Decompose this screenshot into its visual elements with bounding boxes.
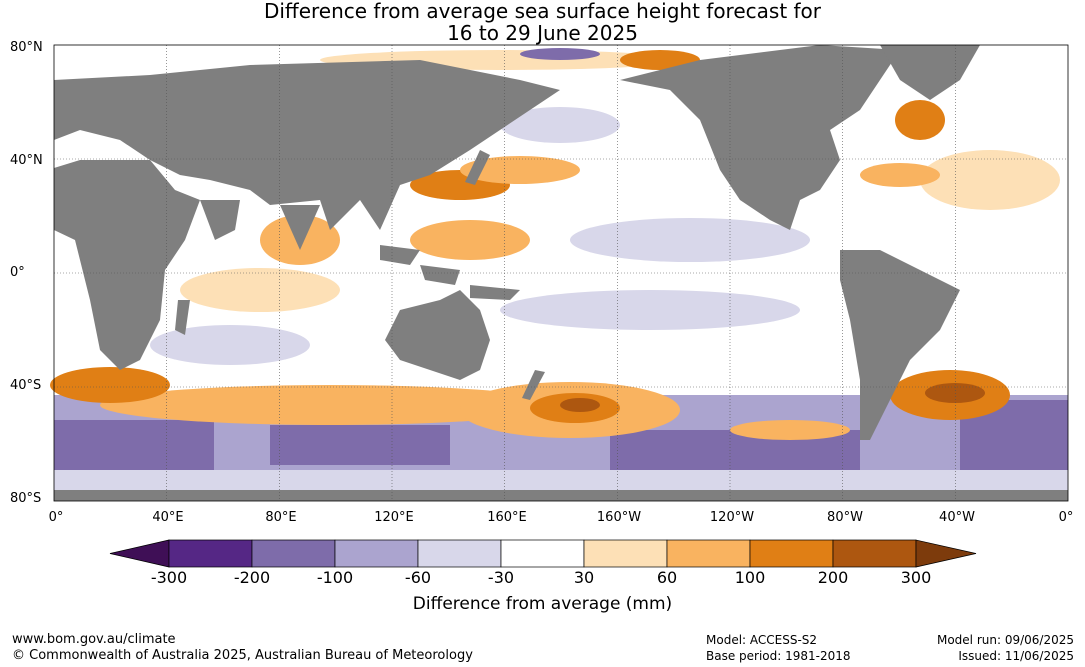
colorbar [109, 539, 977, 568]
lon-label-80e: 80°E [265, 510, 297, 525]
lat-lon-grid [54, 45, 1068, 501]
lat-label-0: 0° [10, 265, 25, 280]
antarctica-land [54, 490, 1068, 501]
colorbar-segment [666, 539, 751, 568]
lon-label-40w: 40°W [939, 510, 975, 525]
colorbar-tick: 200 [817, 568, 849, 587]
footer-issued: Issued: 11/06/2025 [958, 649, 1074, 663]
lon-label-40e: 40°E [152, 510, 184, 525]
lon-label-0-east: 0° [1058, 510, 1074, 525]
colorbar-segment [832, 539, 917, 568]
colorbar-tick: 60 [656, 568, 678, 587]
lon-label-80w: 80°W [827, 510, 863, 525]
colorbar-label: Difference from average (mm) [412, 594, 673, 614]
footer-model-run: Model run: 09/06/2025 [936, 633, 1074, 647]
colorbar-segment [417, 539, 502, 568]
lat-label-40n: 40°N [10, 153, 43, 168]
colorbar-tick: 30 [573, 568, 595, 587]
colorbar-tick: -200 [233, 568, 271, 587]
lat-label-80n: 80°N [10, 40, 43, 55]
southern-positive-band [100, 385, 560, 425]
colorbar-max-arrow [915, 539, 977, 568]
colorbar-segment [251, 539, 336, 568]
colorbar-tick: -300 [150, 568, 188, 587]
lon-label-120e: 120°E [374, 510, 414, 525]
map-title-line1: Difference from average sea surface heig… [263, 0, 822, 23]
colorbar-segment [168, 539, 253, 568]
lon-label-160w: 160°W [596, 510, 642, 525]
eurasia-land [54, 60, 560, 230]
colorbar-tick: -100 [316, 568, 354, 587]
colorbar-tick: -30 [487, 568, 515, 587]
footer-base-period: Base period: 1981-2018 [706, 649, 851, 663]
land-masses [54, 45, 1068, 501]
lon-label-120w: 120°W [709, 510, 755, 525]
colorbar-segment [500, 539, 585, 568]
lat-label-40s: 40°S [10, 378, 42, 393]
africa-land [54, 160, 200, 370]
australia-land [385, 290, 490, 380]
colorbar-tick: 100 [734, 568, 766, 587]
footer-copyright: © Commonwealth of Australia 2025, Austra… [12, 648, 473, 663]
south-america-land [840, 250, 960, 440]
colorbar-segment [334, 539, 419, 568]
colorbar-segment [583, 539, 668, 568]
lon-label-0-west: 0° [48, 510, 64, 525]
map-title-line2: 16 to 29 June 2025 [447, 21, 638, 45]
footer-url[interactable]: www.bom.gov.au/climate [12, 632, 176, 647]
lon-label-160e: 160°E [487, 510, 527, 525]
colorbar-min-arrow [109, 539, 170, 568]
colorbar-tick: -60 [404, 568, 432, 587]
colorbar-segment [749, 539, 834, 568]
map-frame [53, 44, 1069, 502]
footer-model: Model: ACCESS-S2 [706, 633, 818, 647]
lat-label-80s: 80°S [10, 491, 42, 506]
north-america-land [620, 45, 900, 230]
colorbar-tick: 300 [900, 568, 932, 587]
anomaly-field [50, 48, 1068, 495]
